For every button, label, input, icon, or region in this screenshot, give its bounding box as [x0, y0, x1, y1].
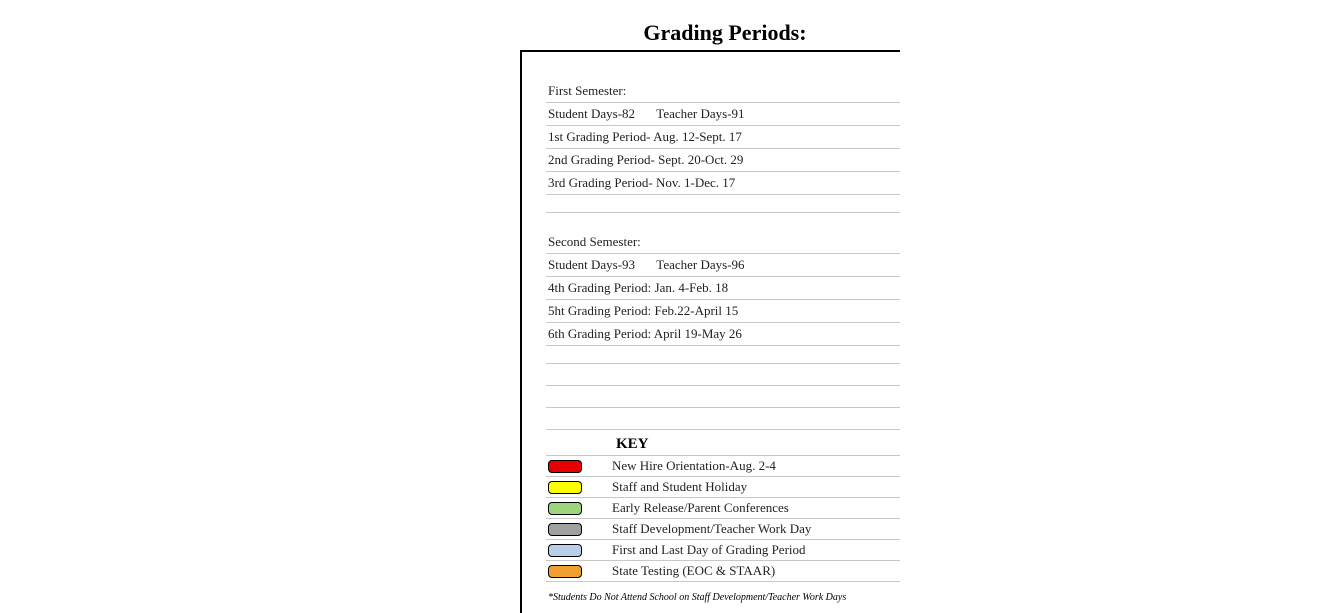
color-swatch [548, 460, 582, 473]
sem1-student-days: Student Days-82 [548, 106, 635, 122]
key-item-0: New Hire Orientation-Aug. 2-4 [546, 456, 900, 477]
sem2-student-days: Student Days-93 [548, 257, 635, 273]
sem2-period-5: 5ht Grading Period: Feb.22-April 15 [546, 300, 900, 323]
key-label: State Testing (EOC & STAAR) [612, 563, 775, 579]
sem1-teacher-days: Teacher Days-91 [656, 106, 744, 122]
color-swatch [548, 481, 582, 494]
key-label: Staff and Student Holiday [612, 479, 747, 495]
color-swatch [548, 502, 582, 515]
blank-line [546, 386, 900, 408]
sem1-period-2: 2nd Grading Period- Sept. 20-Oct. 29 [546, 149, 900, 172]
sem2-period-4: 4th Grading Period: Jan. 4-Feb. 18 [546, 277, 900, 300]
key-label: Early Release/Parent Conferences [612, 500, 789, 516]
blank-line [546, 364, 900, 386]
sem1-period-1: 1st Grading Period- Aug. 12-Sept. 17 [546, 126, 900, 149]
sem2-teacher-days: Teacher Days-96 [656, 257, 744, 273]
key-item-2: Early Release/Parent Conferences [546, 498, 900, 519]
footnote: *Students Do Not Attend School on Staff … [546, 592, 900, 603]
key-label: First and Last Day of Grading Period [612, 542, 806, 558]
key-label: Staff Development/Teacher Work Day [612, 521, 811, 537]
color-swatch [548, 565, 582, 578]
key-label: New Hire Orientation-Aug. 2-4 [612, 458, 776, 474]
spacer [546, 213, 900, 231]
sem2-header: Second Semester: [546, 231, 900, 254]
blank-line [546, 408, 900, 430]
key-item-5: State Testing (EOC & STAAR) [546, 561, 900, 582]
color-swatch [548, 523, 582, 536]
sem1-header: First Semester: [546, 80, 900, 103]
content-frame: First Semester: Student Days-82 Teacher … [520, 52, 900, 613]
sem2-period-6: 6th Grading Period: April 19-May 26 [546, 323, 900, 346]
sem2-days: Student Days-93 Teacher Days-96 [546, 254, 900, 277]
sem1-period-3: 3rd Grading Period- Nov. 1-Dec. 17 [546, 172, 900, 195]
key-header: KEY [546, 430, 900, 456]
sem1-days: Student Days-82 Teacher Days-91 [546, 103, 900, 126]
blank-line [546, 346, 900, 364]
color-swatch [548, 544, 582, 557]
key-item-4: First and Last Day of Grading Period [546, 540, 900, 561]
page-title: Grading Periods: [550, 20, 900, 46]
key-item-1: Staff and Student Holiday [546, 477, 900, 498]
blank-line [546, 195, 900, 213]
key-item-3: Staff Development/Teacher Work Day [546, 519, 900, 540]
